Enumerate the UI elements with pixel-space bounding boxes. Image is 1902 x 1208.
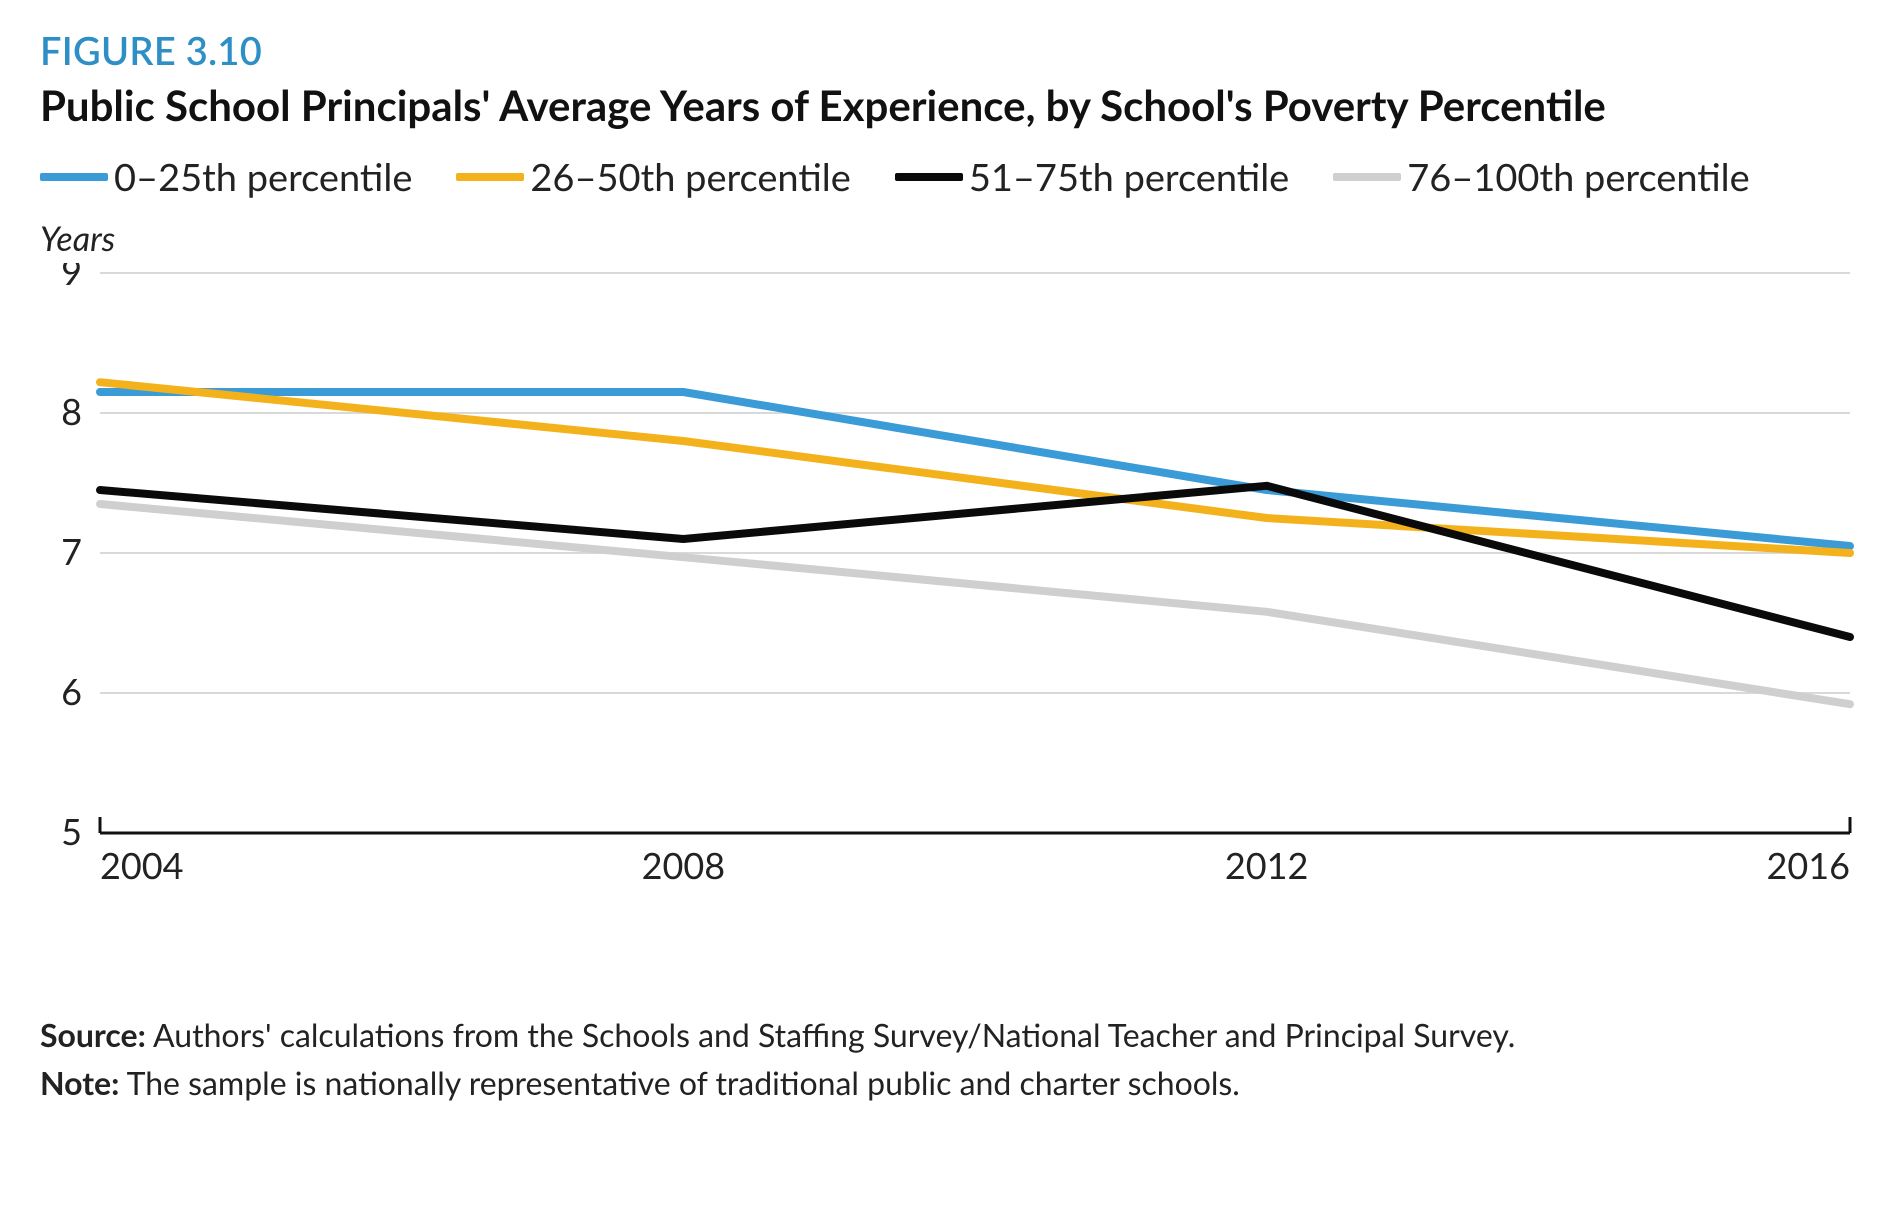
legend-swatch: [1333, 173, 1401, 181]
source-label: Source:: [40, 1015, 146, 1054]
y-tick-label: 9: [61, 263, 82, 293]
figure-source: Source: Authors' calculations from the S…: [40, 1011, 1862, 1107]
source-text: Authors' calculations from the Schools a…: [146, 1015, 1515, 1054]
chart-area: 5 6 7 8 9 2004 2008 2012 2016: [40, 263, 1862, 983]
legend-label: 76–100th percentile: [1407, 154, 1749, 200]
legend-label: 0–25th percentile: [114, 154, 412, 200]
legend-item: 76–100th percentile: [1333, 154, 1749, 200]
y-tick-label: 8: [61, 389, 82, 433]
series-line: [100, 486, 1850, 637]
x-tick-label: 2016: [1766, 843, 1850, 887]
y-tick-label: 5: [61, 809, 82, 853]
y-tick-label: 6: [61, 669, 82, 713]
legend: 0–25th percentile 26–50th percentile 51–75…: [40, 154, 1862, 200]
figure-container: FIGURE 3.10 Public School Principals' Av…: [0, 0, 1902, 1208]
x-tick-label: 2004: [100, 843, 184, 887]
legend-swatch: [895, 173, 963, 181]
legend-item: 51–75th percentile: [895, 154, 1289, 200]
legend-item: 26–50th percentile: [456, 154, 850, 200]
figure-number: FIGURE 3.10: [40, 28, 1862, 74]
legend-swatch: [40, 173, 108, 181]
series-line: [100, 392, 1850, 546]
legend-label: 51–75th percentile: [969, 154, 1289, 200]
line-chart: 5 6 7 8 9 2004 2008 2012 2016: [40, 263, 1860, 903]
x-tick-label: 2008: [642, 843, 726, 887]
legend-label: 26–50th percentile: [530, 154, 850, 200]
y-tick-label: 7: [61, 529, 82, 573]
y-axis-title: Years: [40, 218, 1862, 259]
x-tick-label: 2012: [1225, 843, 1309, 887]
legend-item: 0–25th percentile: [40, 154, 412, 200]
note-text: The sample is nationally representative …: [119, 1063, 1239, 1102]
legend-swatch: [456, 173, 524, 181]
figure-title: Public School Principals' Average Years …: [40, 80, 1862, 130]
note-label: Note:: [40, 1063, 119, 1102]
